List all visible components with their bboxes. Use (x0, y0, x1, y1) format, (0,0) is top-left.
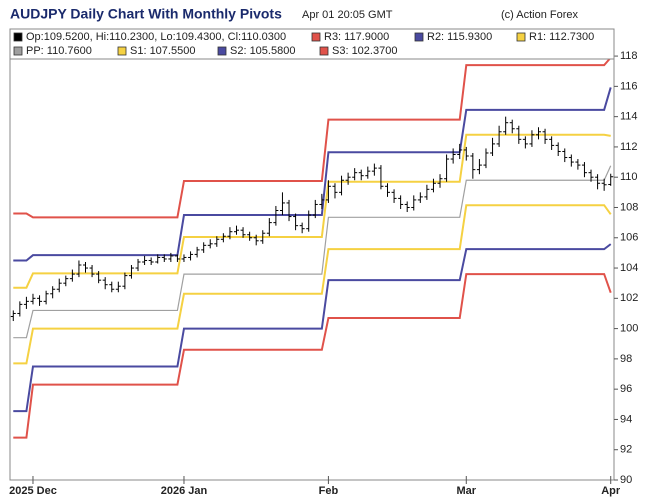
legend-label: R2: 115.9300 (427, 31, 492, 43)
pivot-line (13, 243, 612, 413)
y-tick-label: 98 (620, 353, 632, 365)
y-tick-label: 118 (620, 50, 638, 62)
x-tick-label: Mar (457, 485, 477, 497)
legend-label: PP: 110.7600 (26, 45, 92, 57)
timestamp: Apr 01 20:05 GMT (302, 9, 393, 21)
y-tick-label: 114 (620, 111, 638, 123)
credit: (c) Action Forex (501, 9, 579, 21)
y-tick-label: 104 (620, 262, 638, 274)
x-tick-label: 2026 Jan (161, 485, 208, 497)
legend-swatch (13, 46, 23, 56)
y-tick-label: 96 (620, 383, 632, 395)
x-tick-label: Feb (319, 485, 339, 497)
pivot-line (13, 87, 612, 262)
legend-label: R1: 112.7300 (529, 31, 594, 43)
legend-swatch (13, 32, 23, 42)
legend-label: Op:109.5200, Hi:110.2300, Lo:109.4300, C… (26, 31, 286, 43)
y-tick-label: 116 (620, 80, 638, 92)
chart-title: AUDJPY Daily Chart With Monthly Pivots (10, 6, 282, 22)
x-tick-label: Apr (601, 485, 621, 497)
legend-swatch (117, 46, 127, 56)
legend-swatch (217, 46, 227, 56)
pivot-line (13, 273, 612, 439)
pivot-line (13, 133, 611, 289)
y-tick-label: 102 (620, 292, 638, 304)
x-tick-label: 2025 Dec (9, 485, 57, 497)
legend-label: S1: 107.5500 (130, 45, 195, 57)
legend-swatch (319, 46, 329, 56)
y-tick-label: 108 (620, 201, 638, 213)
legend-swatch (311, 32, 321, 42)
pivot-line (13, 56, 612, 219)
pivot-line (13, 204, 612, 365)
legend-swatch (414, 32, 424, 42)
legend-label: R3: 117.9000 (324, 31, 389, 43)
pivot-line (13, 165, 612, 339)
y-tick-label: 106 (620, 232, 638, 244)
legend-swatch (516, 32, 526, 42)
legend-label: S3: 102.3700 (332, 45, 397, 57)
y-tick-label: 90 (620, 474, 632, 486)
y-tick-label: 94 (620, 413, 632, 425)
y-tick-label: 100 (620, 323, 638, 335)
y-tick-label: 110 (620, 171, 638, 183)
legend-label: S2: 105.5800 (230, 45, 295, 57)
y-tick-label: 92 (620, 444, 632, 456)
y-tick-label: 112 (620, 141, 638, 153)
